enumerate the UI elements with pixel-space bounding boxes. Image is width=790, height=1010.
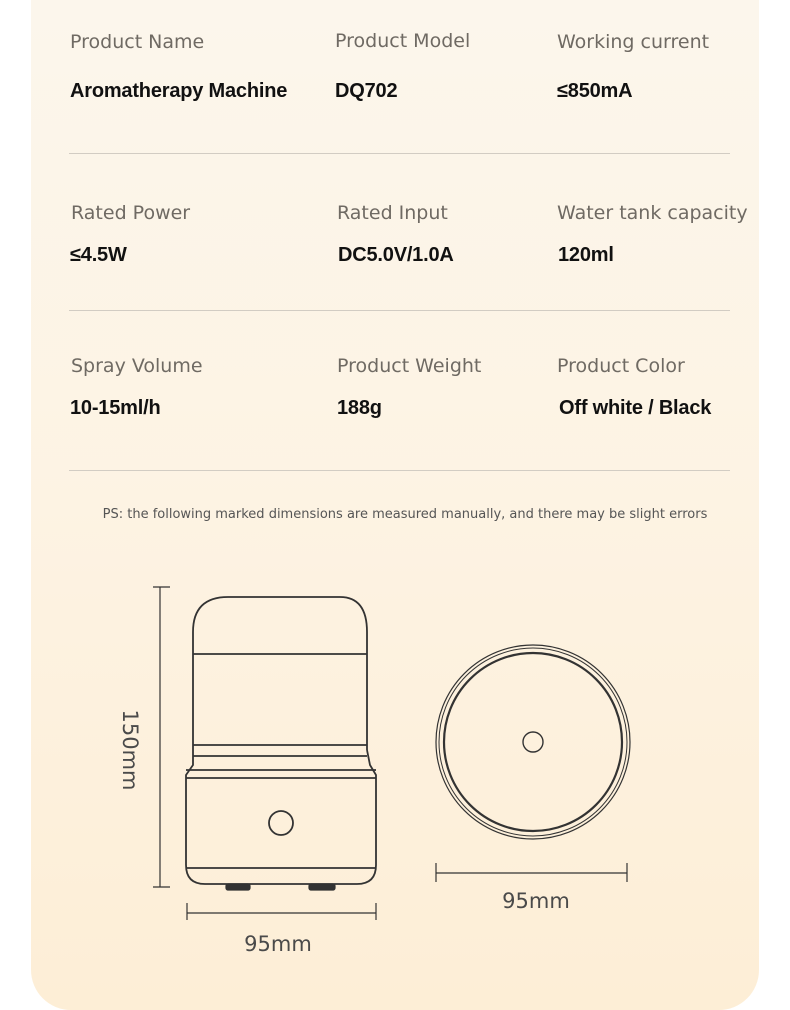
top-width-dimension-line [435,863,628,882]
spec-label: Product Color [557,355,685,377]
spec-label: Spray Volume [71,355,203,377]
spec-value: ≤4.5W [70,244,127,266]
foot [225,883,251,891]
measurement-note: PS: the following marked dimensions are … [102,507,708,522]
spec-value: 10-15ml/h [70,397,161,419]
spec-label: Product Weight [337,355,482,377]
side-view-device [185,596,377,885]
top-view-device [435,644,631,840]
mist-outlet-icon [522,731,544,753]
spec-label: Rated Power [71,202,191,224]
height-dimension-line [153,586,170,888]
dimension-drawing: 150mm 95mm 95mm [118,586,631,956]
divider [69,310,730,311]
foot [308,883,336,891]
side-width-label: 95mm [244,932,312,956]
spec-label: Product Name [70,31,205,53]
spec-value: 188g [337,397,382,419]
power-button-icon [268,810,294,836]
spec-label: Rated Input [337,202,448,224]
spec-label: Water tank capacity [557,202,748,224]
spec-value: ≤850mA [557,80,633,102]
spec-value: Off white / Black [559,397,712,419]
divider [69,470,730,471]
spec-card [31,0,759,1010]
side-width-dimension-line [186,903,377,920]
spec-label: Product Model [335,30,471,52]
height-label: 150mm [118,710,142,791]
spec-value: Aromatherapy Machine [70,80,288,102]
spec-value: 120ml [558,244,614,266]
top-width-label: 95mm [502,889,570,913]
divider [69,153,730,154]
spec-value: DQ702 [335,80,398,102]
spec-value: DC5.0V/1.0A [338,244,454,266]
spec-label: Working current [557,31,710,53]
